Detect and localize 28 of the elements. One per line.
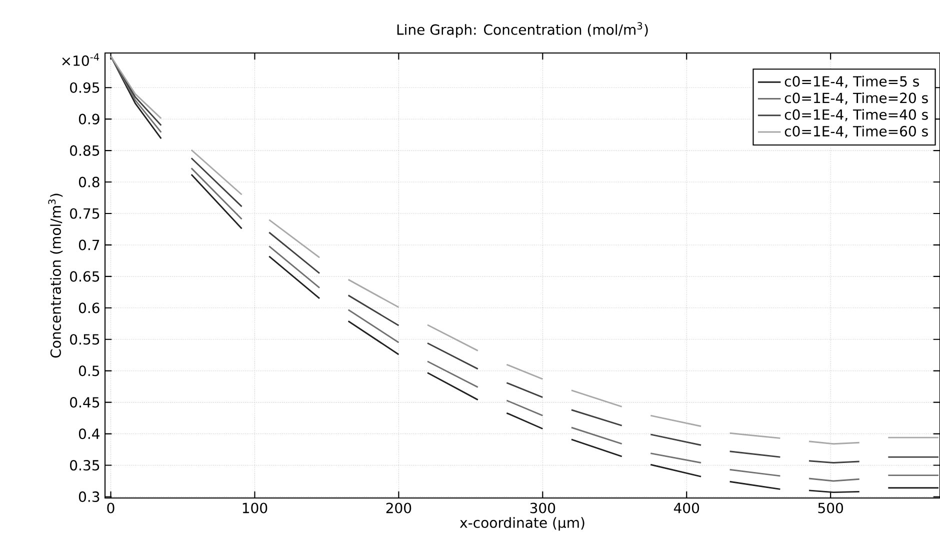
y-tick-label: 0.95 bbox=[70, 82, 100, 93]
y-tick-label: 0.6 bbox=[78, 302, 100, 314]
legend-label: c0=1E-4, Time=5 s bbox=[784, 76, 919, 88]
y-tick-label: 0.7 bbox=[78, 240, 100, 250]
text: ×10$^{-4}$ bbox=[62, 53, 100, 66]
y-tick-label: 0.85 bbox=[70, 145, 100, 156]
y-axis-title: Concentration (mol/m$^{3}$) bbox=[48, 194, 63, 358]
y-tick-label: 0.5 bbox=[78, 366, 100, 376]
y-tick-label: 0.65 bbox=[70, 271, 100, 282]
x-tick-label: 100 bbox=[242, 502, 268, 514]
y-tick-label: 0.3 bbox=[78, 491, 100, 502]
x-tick-label: 500 bbox=[818, 502, 843, 514]
x-tick-label: 0 bbox=[107, 502, 114, 514]
y-tick-label: 0.35 bbox=[70, 460, 100, 471]
x-axis-title: x-coordinate (µm) bbox=[460, 517, 584, 531]
y-tick-label: 0.4 bbox=[78, 428, 100, 440]
x-tick-label: 300 bbox=[530, 502, 556, 514]
x-tick-label: 400 bbox=[674, 502, 700, 514]
y-tick-label: 0.75 bbox=[70, 208, 100, 219]
legend-label: c0=1E-4, Time=40 s bbox=[784, 109, 928, 122]
y-tick-label: 0.9 bbox=[78, 114, 100, 124]
y-tick-label: 0.45 bbox=[70, 397, 100, 408]
legend-label: c0=1E-4, Time=60 s bbox=[784, 126, 928, 138]
x-tick-label: 200 bbox=[386, 502, 412, 514]
legend-label: c0=1E-4, Time=20 s bbox=[784, 92, 928, 105]
y-tick-label: 0.8 bbox=[78, 176, 100, 188]
chart-title: Line Graph: Concentration (mol/m$^{3}$) bbox=[397, 22, 648, 38]
y-tick-label: 0.55 bbox=[70, 334, 100, 345]
